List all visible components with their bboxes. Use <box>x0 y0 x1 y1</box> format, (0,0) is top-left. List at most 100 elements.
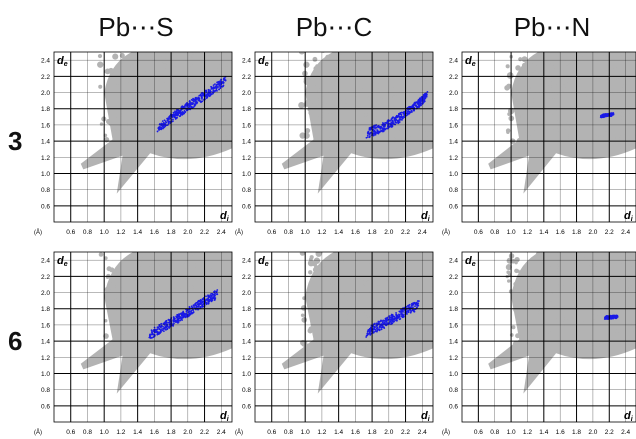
cloud-speck <box>307 328 313 334</box>
cloud-speck <box>203 81 209 87</box>
highlight-point <box>378 329 381 332</box>
highlight-point <box>372 331 375 334</box>
highlight-point <box>222 81 225 84</box>
cloud-speck <box>365 142 371 149</box>
cloud-speck <box>406 136 413 142</box>
cloud-speck <box>507 112 512 116</box>
y-tick-label: 1.8 <box>449 306 458 313</box>
y-tick-label: 1.0 <box>242 171 251 178</box>
cloud-speck <box>613 65 617 70</box>
cloud-speck <box>195 325 203 332</box>
highlight-point <box>214 294 216 297</box>
cloud-speck <box>397 52 404 57</box>
cloud-speck <box>124 281 128 286</box>
cloud-speck <box>209 274 214 280</box>
highlight-region <box>599 112 615 119</box>
cloud-speck <box>167 291 172 296</box>
highlight-point <box>175 315 178 318</box>
highlight-point <box>161 329 164 332</box>
cloud-speck <box>232 68 238 74</box>
highlight-point <box>407 108 410 111</box>
cloud-speck <box>210 252 215 257</box>
cloud-speck <box>595 272 601 277</box>
cloud-speck <box>388 111 394 117</box>
cloud-speck <box>119 298 125 304</box>
highlight-point <box>374 127 377 130</box>
cloud-speck <box>586 73 592 79</box>
highlight-point <box>188 306 191 309</box>
highlight-point <box>198 97 201 100</box>
cloud-speck <box>376 99 382 105</box>
cloud-speck <box>407 96 415 104</box>
y-tick-label: 0.6 <box>242 203 251 210</box>
di-axis-label: di <box>220 210 230 223</box>
cloud-speck <box>127 82 132 86</box>
cloud-speck <box>515 46 521 52</box>
di-axis-subscript: i <box>428 216 431 223</box>
x-tick-label: 2.2 <box>605 429 614 436</box>
highlight-anchor-point <box>157 127 160 130</box>
cloud-speck <box>545 60 551 66</box>
y-tick-label: 1.0 <box>242 371 251 378</box>
cloud-speck <box>587 141 594 148</box>
de-axis-label: de <box>57 255 68 268</box>
cloud-speck <box>158 345 164 351</box>
cloud-speck <box>421 131 428 138</box>
cloud-speck <box>337 52 345 55</box>
cloud-speck <box>528 287 532 292</box>
x-tick-label: 1.4 <box>334 429 343 436</box>
cloud-speck <box>511 325 516 330</box>
de-axis-label: de <box>258 55 269 68</box>
cloud-speck <box>424 136 431 142</box>
y-tick-label: 1.2 <box>242 355 251 362</box>
y-tick-label: 0.6 <box>41 403 50 410</box>
highlight-region <box>365 300 420 338</box>
cloud-speck <box>153 341 158 346</box>
highlight-point <box>396 319 398 322</box>
cloud-speck <box>314 84 321 90</box>
highlight-point <box>190 309 193 312</box>
cloud-speck <box>606 69 611 74</box>
cloud-speck <box>330 282 336 287</box>
cloud-speck <box>537 343 542 349</box>
cloud-speck <box>396 343 402 349</box>
cloud-speck <box>600 287 606 293</box>
cloud-speck <box>506 72 514 79</box>
highlight-point <box>400 111 403 114</box>
cloud-speck <box>112 331 120 339</box>
highlight-point <box>212 92 215 95</box>
cloud-speck <box>431 321 433 326</box>
cloud-speck <box>428 104 433 109</box>
cloud-speck <box>352 90 359 97</box>
cloud-speck <box>629 260 636 267</box>
cloud-speck <box>109 106 114 110</box>
cloud-speck <box>537 253 544 260</box>
cloud-speck <box>416 252 422 254</box>
cloud-speck <box>382 94 389 101</box>
fingerprint-panel: 2.4 2.2 2.0 1.8 1.6 1.4 1.2 1.0 0.8 0.6 0.6 0.8 1.0 1… <box>34 51 238 236</box>
y-tick-label: 1.6 <box>449 322 458 329</box>
highlight-point <box>172 111 175 114</box>
cloud-speck <box>169 88 176 95</box>
cloud-speck <box>583 342 590 348</box>
cloud-speck <box>179 293 184 298</box>
cloud-speck <box>595 72 602 79</box>
x-tick-label: 2.2 <box>401 429 410 436</box>
cloud-speck <box>232 77 238 83</box>
cloud-speck <box>326 101 332 107</box>
cloud-speck <box>109 281 116 288</box>
highlight-point <box>154 331 157 334</box>
cloud-speck <box>189 57 196 65</box>
cloud-speck <box>559 91 564 96</box>
highlight-point <box>218 84 221 87</box>
highlight-point <box>192 100 195 103</box>
cloud-speck <box>335 86 339 90</box>
cloud-speck <box>212 344 216 349</box>
cloud-speck <box>436 314 441 319</box>
cloud-speck <box>355 84 362 91</box>
cloud-speck <box>174 285 181 292</box>
cloud-speck <box>405 125 410 131</box>
highlight-point <box>389 119 392 122</box>
cloud-speck <box>107 119 115 126</box>
cloud-speck <box>429 61 433 67</box>
